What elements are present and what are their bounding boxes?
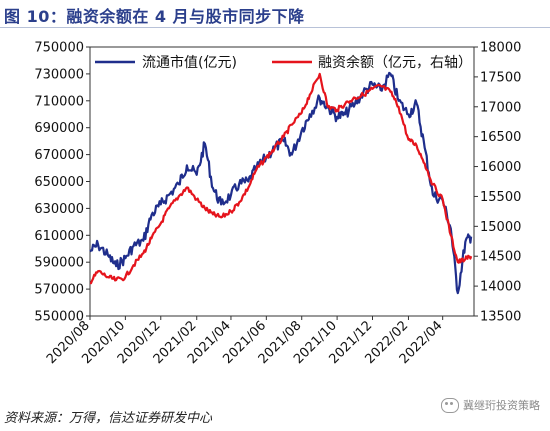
page-title: 图 10：融资余额在 4 月与股市同步下降 bbox=[4, 7, 305, 26]
left-axis-tick-label: 730000 bbox=[34, 67, 84, 82]
source-note: 资料来源：万得，信达证券研发中心 bbox=[4, 411, 213, 426]
right-axis-tick-label: 14500 bbox=[480, 250, 521, 265]
series-line-margin-balance bbox=[89, 72, 473, 285]
left-axis-tick-label: 710000 bbox=[34, 94, 84, 109]
left-axis-tick-label: 630000 bbox=[34, 202, 84, 217]
right-axis-tick-label: 15500 bbox=[480, 190, 521, 205]
left-axis-tick-label: 650000 bbox=[34, 175, 84, 190]
left-axis-tick-label: 690000 bbox=[34, 121, 84, 136]
left-axis-tick-label: 750000 bbox=[34, 41, 84, 56]
left-axis-tick-label: 570000 bbox=[34, 283, 84, 298]
left-axis-tick-label: 670000 bbox=[34, 148, 84, 163]
right-axis-tick-label: 17500 bbox=[480, 70, 521, 85]
left-axis-tick-label: 590000 bbox=[34, 256, 84, 271]
right-axis-tick-label: 13500 bbox=[480, 310, 521, 325]
title-divider bbox=[0, 27, 550, 28]
series-line-market-cap bbox=[89, 71, 473, 295]
right-axis-tick-label: 15000 bbox=[480, 220, 521, 235]
right-axis-tick-label: 16500 bbox=[480, 130, 521, 145]
right-axis-tick-label: 18000 bbox=[480, 41, 521, 56]
chart: 550000 570000 590000 610000 630000 650000 6700… bbox=[34, 41, 521, 368]
right-axis-tick-label: 14000 bbox=[480, 280, 521, 295]
right-axis-tick-label: 16000 bbox=[480, 160, 521, 175]
legend-label-market-cap: 流通市值(亿元) bbox=[142, 54, 237, 71]
right-axis-tick-label: 17000 bbox=[480, 100, 521, 115]
watermark: 冀继珩投资策略 bbox=[441, 397, 540, 413]
wechat-icon bbox=[441, 397, 459, 413]
legend-label-margin-balance: 融资余额（亿元，右轴） bbox=[318, 54, 472, 71]
plot-frame bbox=[89, 46, 475, 317]
watermark-text: 冀继珩投资策略 bbox=[463, 399, 540, 412]
left-axis-tick-label: 610000 bbox=[34, 229, 84, 244]
left-axis-tick-label: 550000 bbox=[34, 310, 84, 325]
